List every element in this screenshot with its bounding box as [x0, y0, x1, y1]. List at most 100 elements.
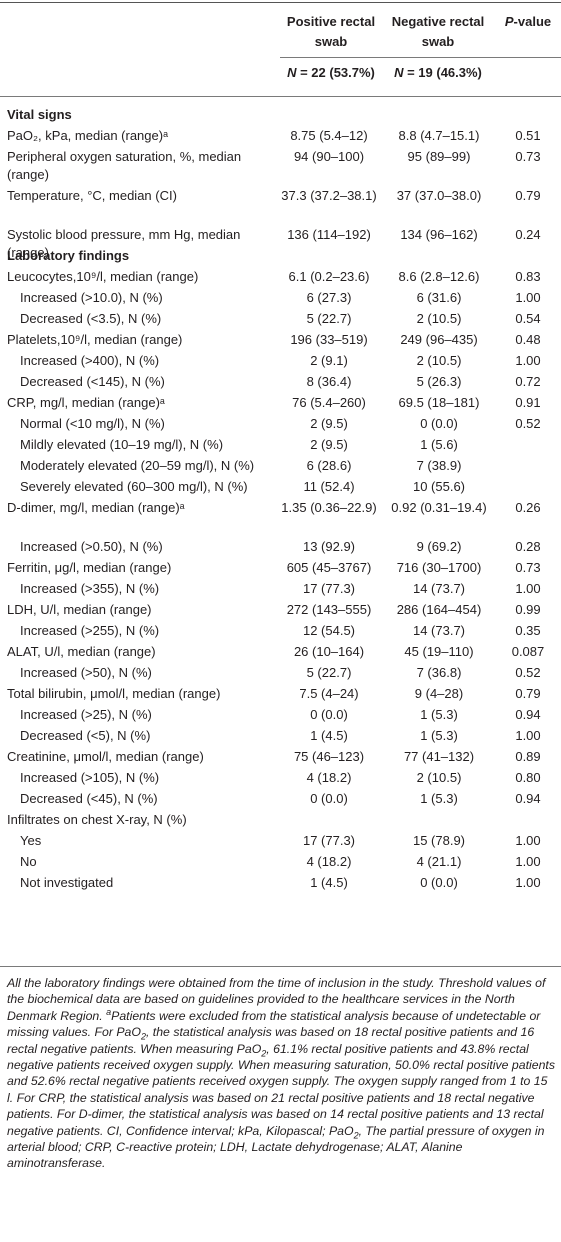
p-value: 0.83: [515, 269, 541, 284]
header-negative-rectal-swab: Negative rectal swab: [391, 14, 485, 49]
negative-value: 69.5 (18–181): [398, 395, 480, 410]
row-label: Increased (>355), N (%): [20, 581, 160, 596]
table-row: Infiltrates on chest X-ray, N (%): [0, 811, 561, 829]
negative-value: 1 (5.3): [420, 791, 458, 806]
p-value: 0.35: [515, 623, 541, 638]
table-row: Increased (>255), N (%) 12 (54.5) 14 (73.7…: [0, 622, 561, 640]
table-row: Decreased (<145), N (%) 8 (36.4) 5 (26.3) 0…: [0, 373, 561, 391]
positive-value: 2 (9.5): [310, 416, 348, 431]
row-label: Systolic blood pressure, mm Hg, median (…: [7, 227, 241, 260]
p-value: 0.26: [515, 500, 541, 515]
negative-value: 14 (73.7): [412, 581, 466, 596]
row-label: PaO₂, kPa, median (range)ᵃ: [7, 128, 168, 143]
row-label: Total bilirubin, μmol/l, median (range): [7, 686, 221, 701]
positive-value: 37.3 (37.2–38.1): [281, 188, 377, 203]
footnote-part1: All the laboratory findings were obtaine…: [7, 976, 546, 1023]
table-row: Peripheral oxygen saturation, %, median …: [0, 148, 561, 184]
table-row: Increased (>105), N (%) 4 (18.2) 2 (10.5) 0…: [0, 769, 561, 787]
negative-value: 77 (41–132): [403, 749, 475, 764]
positive-value: 4 (18.2): [306, 770, 352, 785]
positive-value: 8.75 (5.4–12): [290, 128, 368, 143]
table-row: Severely elevated (60–300 mg/l), N (%) 11…: [0, 478, 561, 496]
positive-value: 2 (9.5): [310, 437, 348, 452]
negative-value: 2 (10.5): [416, 311, 462, 326]
table-row: CRP, mg/l, median (range)ᵃ 76 (5.4–260) 69…: [0, 394, 561, 412]
table-row: ALAT, U/l, median (range) 26 (10–164) 45 (…: [0, 643, 561, 661]
p-value: 0.79: [515, 188, 541, 203]
negative-value: 8.6 (2.8–12.6): [398, 269, 480, 284]
p-value: 1.00: [515, 581, 541, 596]
header-positive-rectal-swab: Positive rectal swab: [286, 14, 376, 49]
positive-n-value: = 22 (53.7%): [296, 65, 375, 80]
p-value: 0.54: [515, 311, 541, 326]
positive-value: 6 (28.6): [306, 458, 352, 473]
positive-value: 1 (4.5): [310, 728, 348, 743]
negative-value: 2 (10.5): [416, 353, 462, 368]
n-italic: N: [287, 65, 297, 80]
section-heading: Vital signs: [0, 106, 561, 124]
table-row: Increased (>400), N (%) 2 (9.1) 2 (10.5) 1.…: [0, 352, 561, 370]
positive-value: 26 (10–164): [293, 644, 365, 659]
p-value: 1.00: [515, 875, 541, 890]
row-label: Increased (>0.50), N (%): [20, 539, 163, 554]
row-label: Decreased (<3.5), N (%): [20, 311, 162, 326]
positive-value: 76 (5.4–260): [292, 395, 366, 410]
positive-value: 0 (0.0): [310, 707, 348, 722]
negative-value: 5 (26.3): [416, 374, 462, 389]
p-value: 0.087: [511, 644, 545, 659]
table-row: Increased (>50), N (%) 5 (22.7) 7 (36.8) 0.…: [0, 664, 561, 682]
p-value: 0.89: [515, 749, 541, 764]
table-row: Increased (>0.50), N (%) 13 (92.9) 9 (69.2…: [0, 538, 561, 556]
header-bottom-rule: [0, 96, 561, 97]
p-value: 0.52: [515, 665, 541, 680]
negative-value: 10 (55.6): [412, 479, 466, 494]
row-label: Laboratory findings: [7, 248, 130, 263]
negative-value: 8.8 (4.7–15.1): [398, 128, 480, 143]
p-value: 1.00: [515, 353, 541, 368]
row-label: Not investigated: [20, 875, 114, 890]
footnote-part5: , The partial pressure of oxygen in arte…: [7, 1123, 545, 1171]
n-italic: N: [394, 65, 404, 80]
negative-value: 249 (96–435): [400, 332, 478, 347]
p-value: 0.79: [515, 686, 541, 701]
p-value: 0.80: [515, 770, 541, 785]
row-label: Increased (>25), N (%): [20, 707, 152, 722]
footnote-sub1: 2: [140, 1031, 146, 1042]
positive-value: 12 (54.5): [302, 623, 356, 638]
table-row: Temperature, °C, median (CI) 37.3 (37.2–3…: [0, 187, 561, 223]
row-label: Decreased (<5), N (%): [20, 728, 151, 743]
row-label: Platelets,10⁹/l, median (range): [7, 332, 183, 347]
table-row: Platelets,10⁹/l, median (range) 196 (33–5…: [0, 331, 561, 349]
positive-value: 2 (9.1): [310, 353, 348, 368]
footnote-part3: , the statistical analysis was based on …: [7, 1025, 535, 1056]
row-label: Leucocytes,10⁹/l, median (range): [7, 269, 199, 284]
negative-value: 9 (69.2): [416, 539, 462, 554]
positive-value: 94 (90–100): [293, 149, 365, 164]
row-label: Ferritin, μg/l, median (range): [7, 560, 172, 575]
table-top-rule: [0, 2, 561, 3]
table-row: Normal (<10 mg/l), N (%) 2 (9.5) 0 (0.0) 0.…: [0, 415, 561, 433]
row-label: Mildly elevated (10–19 mg/l), N (%): [20, 437, 224, 452]
negative-n-count: N = 19 (46.3%): [380, 64, 496, 82]
positive-value: 136 (114–192): [287, 227, 371, 242]
table-row: Total bilirubin, μmol/l, median (range) 7…: [0, 685, 561, 703]
table-row: LDH, U/l, median (range) 272 (143–555) 286…: [0, 601, 561, 619]
footnote-sub3: 2: [353, 1130, 359, 1141]
table-row: Increased (>25), N (%) 0 (0.0) 1 (5.3) 0.94: [0, 706, 561, 724]
negative-n-value: = 19 (46.3%): [403, 65, 482, 80]
table-row: No 4 (18.2) 4 (21.1) 1.00: [0, 853, 561, 871]
positive-value: 605 (45–3767): [286, 560, 372, 575]
row-label: LDH, U/l, median (range): [7, 602, 152, 617]
negative-value: 0 (0.0): [420, 416, 458, 431]
positive-value: 4 (18.2): [306, 854, 352, 869]
p-value: 0.94: [515, 707, 541, 722]
positive-value: 5 (22.7): [306, 311, 352, 326]
negative-value: 95 (89–99): [407, 149, 471, 164]
row-label: Increased (>105), N (%): [20, 770, 160, 785]
row-label: Vital signs: [7, 107, 72, 122]
row-label: Increased (>50), N (%): [20, 665, 152, 680]
positive-n-count: N = 22 (53.7%): [280, 64, 382, 82]
table-row: Decreased (<45), N (%) 0 (0.0) 1 (5.3) 0.94: [0, 790, 561, 808]
row-label: Moderately elevated (20–59 mg/l), N (%): [20, 458, 255, 473]
positive-value: 5 (22.7): [306, 665, 352, 680]
